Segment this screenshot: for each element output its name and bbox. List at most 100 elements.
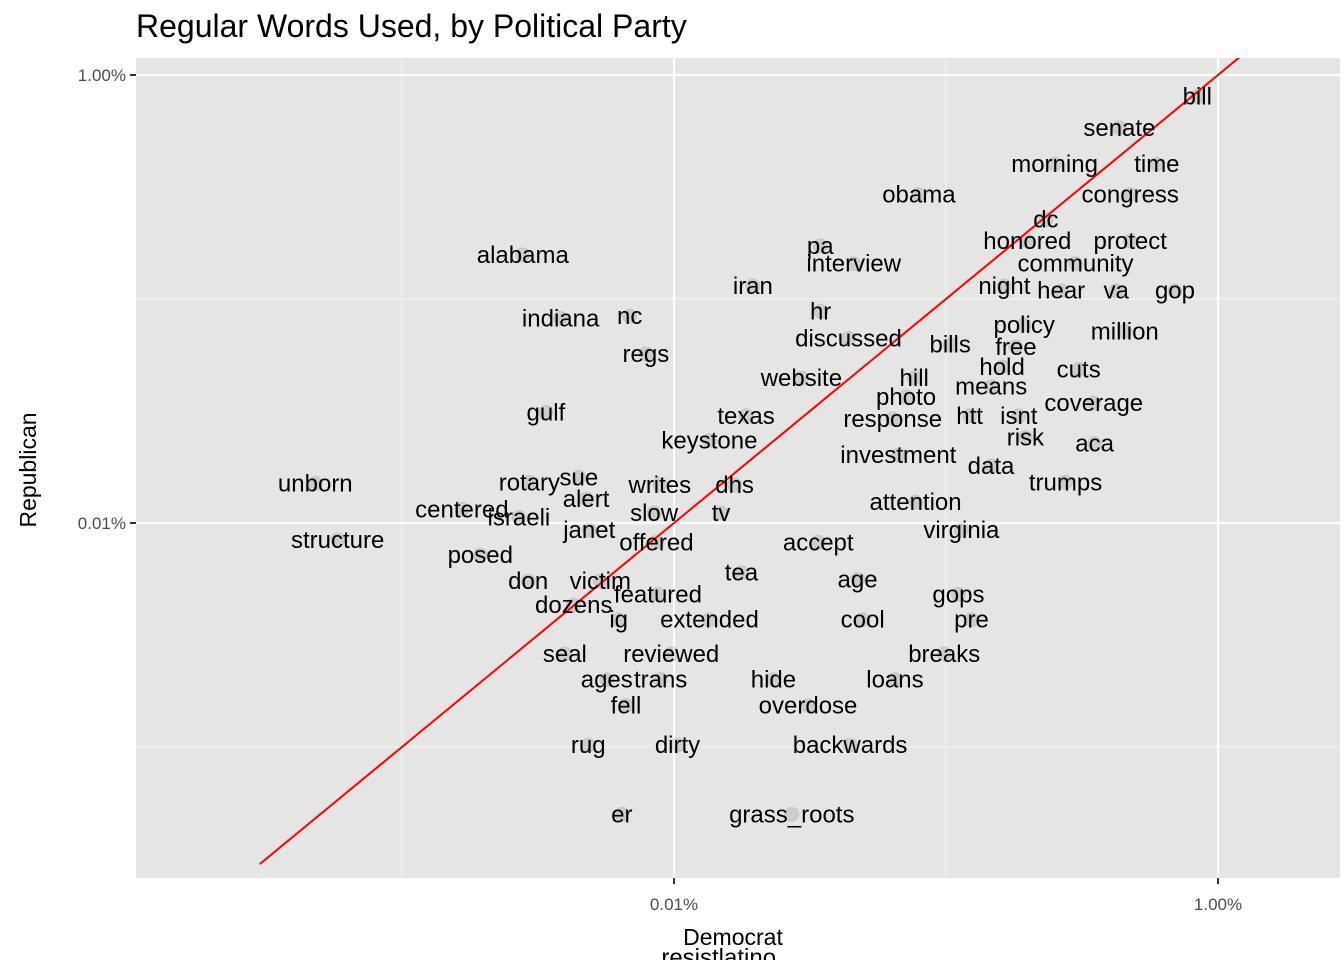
data-point <box>1117 323 1133 339</box>
data-point <box>454 501 470 517</box>
identity-reference-line <box>259 58 1241 865</box>
word-label: free <box>995 334 1036 361</box>
word-label: hold <box>979 354 1024 381</box>
data-point <box>1108 283 1124 299</box>
word-label: attention <box>870 489 962 516</box>
word-label: gops <box>932 581 984 608</box>
word-label: website <box>760 365 842 392</box>
y-tick-label: 0.01% <box>78 514 126 533</box>
word-labels-layer: bill senate time morning obama congress dc prot… <box>278 84 1212 960</box>
data-point <box>738 408 754 424</box>
data-point <box>745 278 761 294</box>
word-label: sue <box>560 464 599 491</box>
data-point <box>793 370 809 386</box>
word-label: isnt <box>1000 403 1038 430</box>
data-point <box>520 573 536 589</box>
word-label: va <box>1103 278 1129 305</box>
word-label: pre <box>954 607 989 634</box>
data-point <box>727 477 743 493</box>
data-point <box>1068 256 1084 272</box>
data-point <box>962 408 978 424</box>
grid-minor <box>136 58 1340 878</box>
data-point <box>592 573 608 589</box>
plot-panel <box>136 58 1340 878</box>
data-point <box>950 586 966 602</box>
data-point <box>580 737 596 753</box>
data-point <box>1071 361 1087 377</box>
word-label: means <box>955 374 1027 401</box>
word-label: bill <box>1183 84 1212 111</box>
data-point <box>515 247 531 263</box>
word-label: iran <box>733 273 773 300</box>
x-tick-label: 1.00% <box>1194 895 1242 914</box>
data-point <box>511 509 527 525</box>
word-label: night <box>978 273 1030 300</box>
word-label: response <box>843 406 942 433</box>
word-label: loans <box>866 667 923 694</box>
chart-title: Regular Words Used, by Political Party <box>136 8 687 44</box>
word-label: gop <box>1155 278 1195 305</box>
word-label: texas <box>717 403 774 430</box>
word-label: protect <box>1094 228 1168 255</box>
word-label: million <box>1091 318 1159 345</box>
data-point <box>581 522 597 538</box>
word-label: trumps <box>1029 469 1102 496</box>
word-label: morning <box>1011 151 1098 178</box>
data-point <box>571 469 587 485</box>
word-label: keystone <box>661 428 757 455</box>
word-label: unborn <box>278 471 353 498</box>
data-point <box>701 433 717 449</box>
word-label: er <box>611 801 632 828</box>
word-label: age <box>838 566 878 593</box>
data-point <box>887 672 903 688</box>
data-point <box>1087 436 1103 452</box>
word-label: bills <box>930 332 971 359</box>
word-label: ig <box>609 607 628 634</box>
word-label: fell <box>611 693 642 720</box>
word-label: dhs <box>715 472 754 499</box>
data-point <box>557 646 573 662</box>
word-label: hill <box>900 365 929 392</box>
word-label: cool <box>841 607 885 634</box>
word-label: writes <box>627 472 691 499</box>
word-label: slow <box>630 500 679 527</box>
data-point <box>538 404 554 420</box>
word-label: reviewed <box>623 641 719 668</box>
data-point <box>638 346 654 362</box>
data-point <box>1019 233 1035 249</box>
data-point <box>840 330 856 346</box>
data-point <box>1008 339 1024 355</box>
data-point <box>521 474 537 490</box>
word-label: centered <box>415 496 508 523</box>
data-point <box>1122 187 1138 203</box>
data-point <box>953 522 969 538</box>
data-point <box>800 698 816 714</box>
data-point <box>618 698 634 714</box>
word-label: grass_roots <box>729 801 854 828</box>
data-point <box>669 737 685 753</box>
word-label: regs <box>623 341 670 368</box>
data-point <box>994 359 1010 375</box>
word-label: hide <box>751 667 796 694</box>
data-point <box>983 458 999 474</box>
word-label: alabama <box>477 242 570 269</box>
data-point <box>810 534 826 550</box>
word-label: discussed <box>795 325 902 352</box>
data-point <box>765 672 781 688</box>
data-point <box>911 187 927 203</box>
word-label: coverage <box>1044 390 1143 417</box>
data-point <box>663 646 679 662</box>
word-label: dozens <box>535 592 612 619</box>
data-point <box>813 303 829 319</box>
data-point <box>652 477 668 493</box>
word-label: htt <box>956 403 983 430</box>
word-label: seal <box>543 641 587 668</box>
word-label: trans <box>634 667 687 694</box>
word-label: tv <box>712 500 731 527</box>
data-point <box>1053 283 1069 299</box>
word-label: victim <box>570 568 631 595</box>
word-label: honored <box>983 228 1071 255</box>
data-point <box>885 411 901 427</box>
word-label: dirty <box>655 732 700 759</box>
points-layer <box>307 89 1205 822</box>
